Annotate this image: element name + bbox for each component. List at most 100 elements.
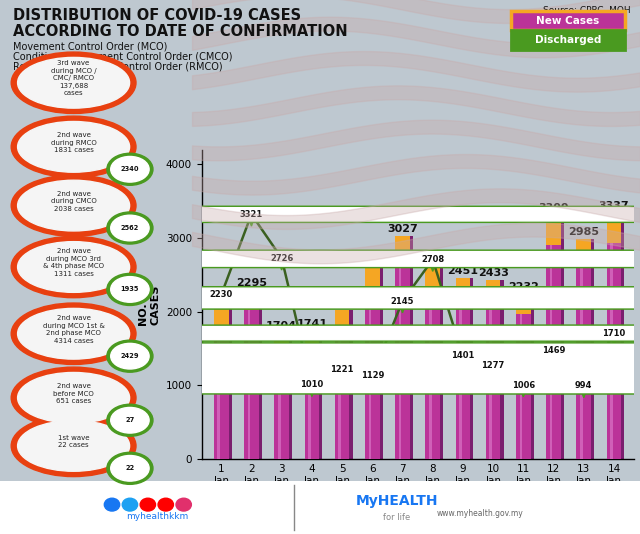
Polygon shape [371,383,374,388]
Bar [426,264,440,288]
Circle shape [0,343,640,359]
Text: 1221: 1221 [330,365,354,374]
Bar [215,307,232,459]
Text: 2145: 2145 [391,296,414,305]
Bar [490,280,492,459]
Text: 1741: 1741 [296,319,328,328]
Text: 2232: 2232 [508,282,539,293]
Bar [335,310,349,328]
Bar [396,236,413,459]
Text: 2451: 2451 [447,266,479,276]
Polygon shape [431,266,435,271]
Bar [520,295,522,459]
Bar [365,268,380,291]
Text: 3rd wave
during MCO /
CMC/ RMCO
137,688
cases: 3rd wave during MCO / CMC/ RMCO 137,688 … [51,60,97,97]
Text: New Cases: New Cases [536,15,600,26]
Circle shape [0,377,640,393]
Text: 2340: 2340 [121,166,139,172]
Polygon shape [340,376,344,381]
Text: Conditional Movement Control Order (CMCO): Conditional Movement Control Order (CMCO… [13,52,232,62]
Circle shape [0,363,640,376]
Bar [607,213,621,459]
Bar [305,331,319,346]
Bar [577,239,594,459]
Bar [339,310,341,459]
Text: 1710: 1710 [602,328,625,337]
Text: 1935: 1935 [121,286,139,293]
Text: 2726: 2726 [270,254,293,263]
Circle shape [0,368,640,384]
Bar [248,290,250,459]
Bar [608,213,625,459]
Bar [546,215,561,245]
Circle shape [0,358,640,372]
Circle shape [0,206,640,223]
Bar [369,268,371,459]
Bar [550,215,552,459]
Text: • DATE: • DATE [638,499,640,509]
Text: 22: 22 [125,465,134,472]
Bar [214,307,228,459]
Y-axis label: NO. OF
CASES: NO. OF CASES [139,282,160,326]
Circle shape [0,361,640,378]
Circle shape [0,252,640,265]
Bar [517,295,534,459]
Polygon shape [250,221,253,226]
Text: 1277: 1277 [481,360,505,370]
Bar [245,290,262,459]
Text: MyHEALTH: MyHEALTH [356,494,438,508]
Bar [456,279,470,300]
Circle shape [0,348,640,364]
Text: ACCORDING TO DATE OF CONFIRMATION: ACCORDING TO DATE OF CONFIRMATION [13,24,348,39]
Bar [610,213,613,459]
Text: Source: CPRC, MOH: Source: CPRC, MOH [543,6,630,15]
Text: 2nd wave
during MCO 1st &
2nd phase MCO
4314 cases: 2nd wave during MCO 1st & 2nd phase MCO … [43,315,104,344]
Polygon shape [522,392,525,397]
Bar [395,236,410,459]
Circle shape [0,357,640,373]
Polygon shape [461,363,465,368]
Circle shape [0,344,640,358]
Bar [336,310,353,459]
Bar [459,279,462,459]
Bar [546,215,561,459]
Bar [516,295,531,315]
Circle shape [0,378,640,394]
Text: 2593: 2593 [357,256,388,266]
Text: 2nd wave
during CMCO
2038 cases: 2nd wave during CMCO 2038 cases [51,191,97,212]
Text: 1704: 1704 [266,321,297,332]
Text: 1129: 1129 [360,372,384,381]
Bar [305,331,319,459]
Text: myhealthkkm: myhealthkkm [125,512,188,521]
Circle shape [0,287,640,303]
Text: 1st wave
22 cases: 1st wave 22 cases [58,435,90,449]
Circle shape [0,349,640,363]
Text: www.myhealth.gov.my: www.myhealth.gov.my [436,509,524,518]
Text: 2230: 2230 [210,290,233,299]
Bar [275,334,289,349]
Circle shape [0,325,640,341]
Bar [278,334,280,459]
Circle shape [0,252,640,268]
Bar [577,239,591,459]
Text: 2nd wave
before MCO
651 cases: 2nd wave before MCO 651 cases [53,383,94,404]
Bar [607,213,621,242]
Text: 3027: 3027 [387,224,418,234]
Bar [580,239,582,459]
Circle shape [0,370,640,383]
Text: Recovery Movement Control Order (RMCO): Recovery Movement Control Order (RMCO) [13,62,223,72]
Circle shape [0,208,640,221]
Circle shape [0,379,640,392]
Text: 2562: 2562 [121,225,139,231]
Text: 1401: 1401 [451,351,475,360]
Text: DISTRIBUTION OF COVID-19 CASES: DISTRIBUTION OF COVID-19 CASES [13,8,301,23]
Text: Movement Control Order (MCO): Movement Control Order (MCO) [13,42,167,52]
Text: 2295: 2295 [236,278,267,288]
Text: 994: 994 [575,381,593,390]
Text: 2708: 2708 [421,255,444,264]
Text: for life: for life [383,514,410,522]
Circle shape [0,250,640,266]
Polygon shape [220,301,223,307]
Text: 2nd wave
during RMCO
1831 cases: 2nd wave during RMCO 1831 cases [51,132,97,153]
Text: 2nd wave
during MCO 3rd
& 4th phase MCO
1311 cases: 2nd wave during MCO 3rd & 4th phase MCO … [43,248,104,277]
